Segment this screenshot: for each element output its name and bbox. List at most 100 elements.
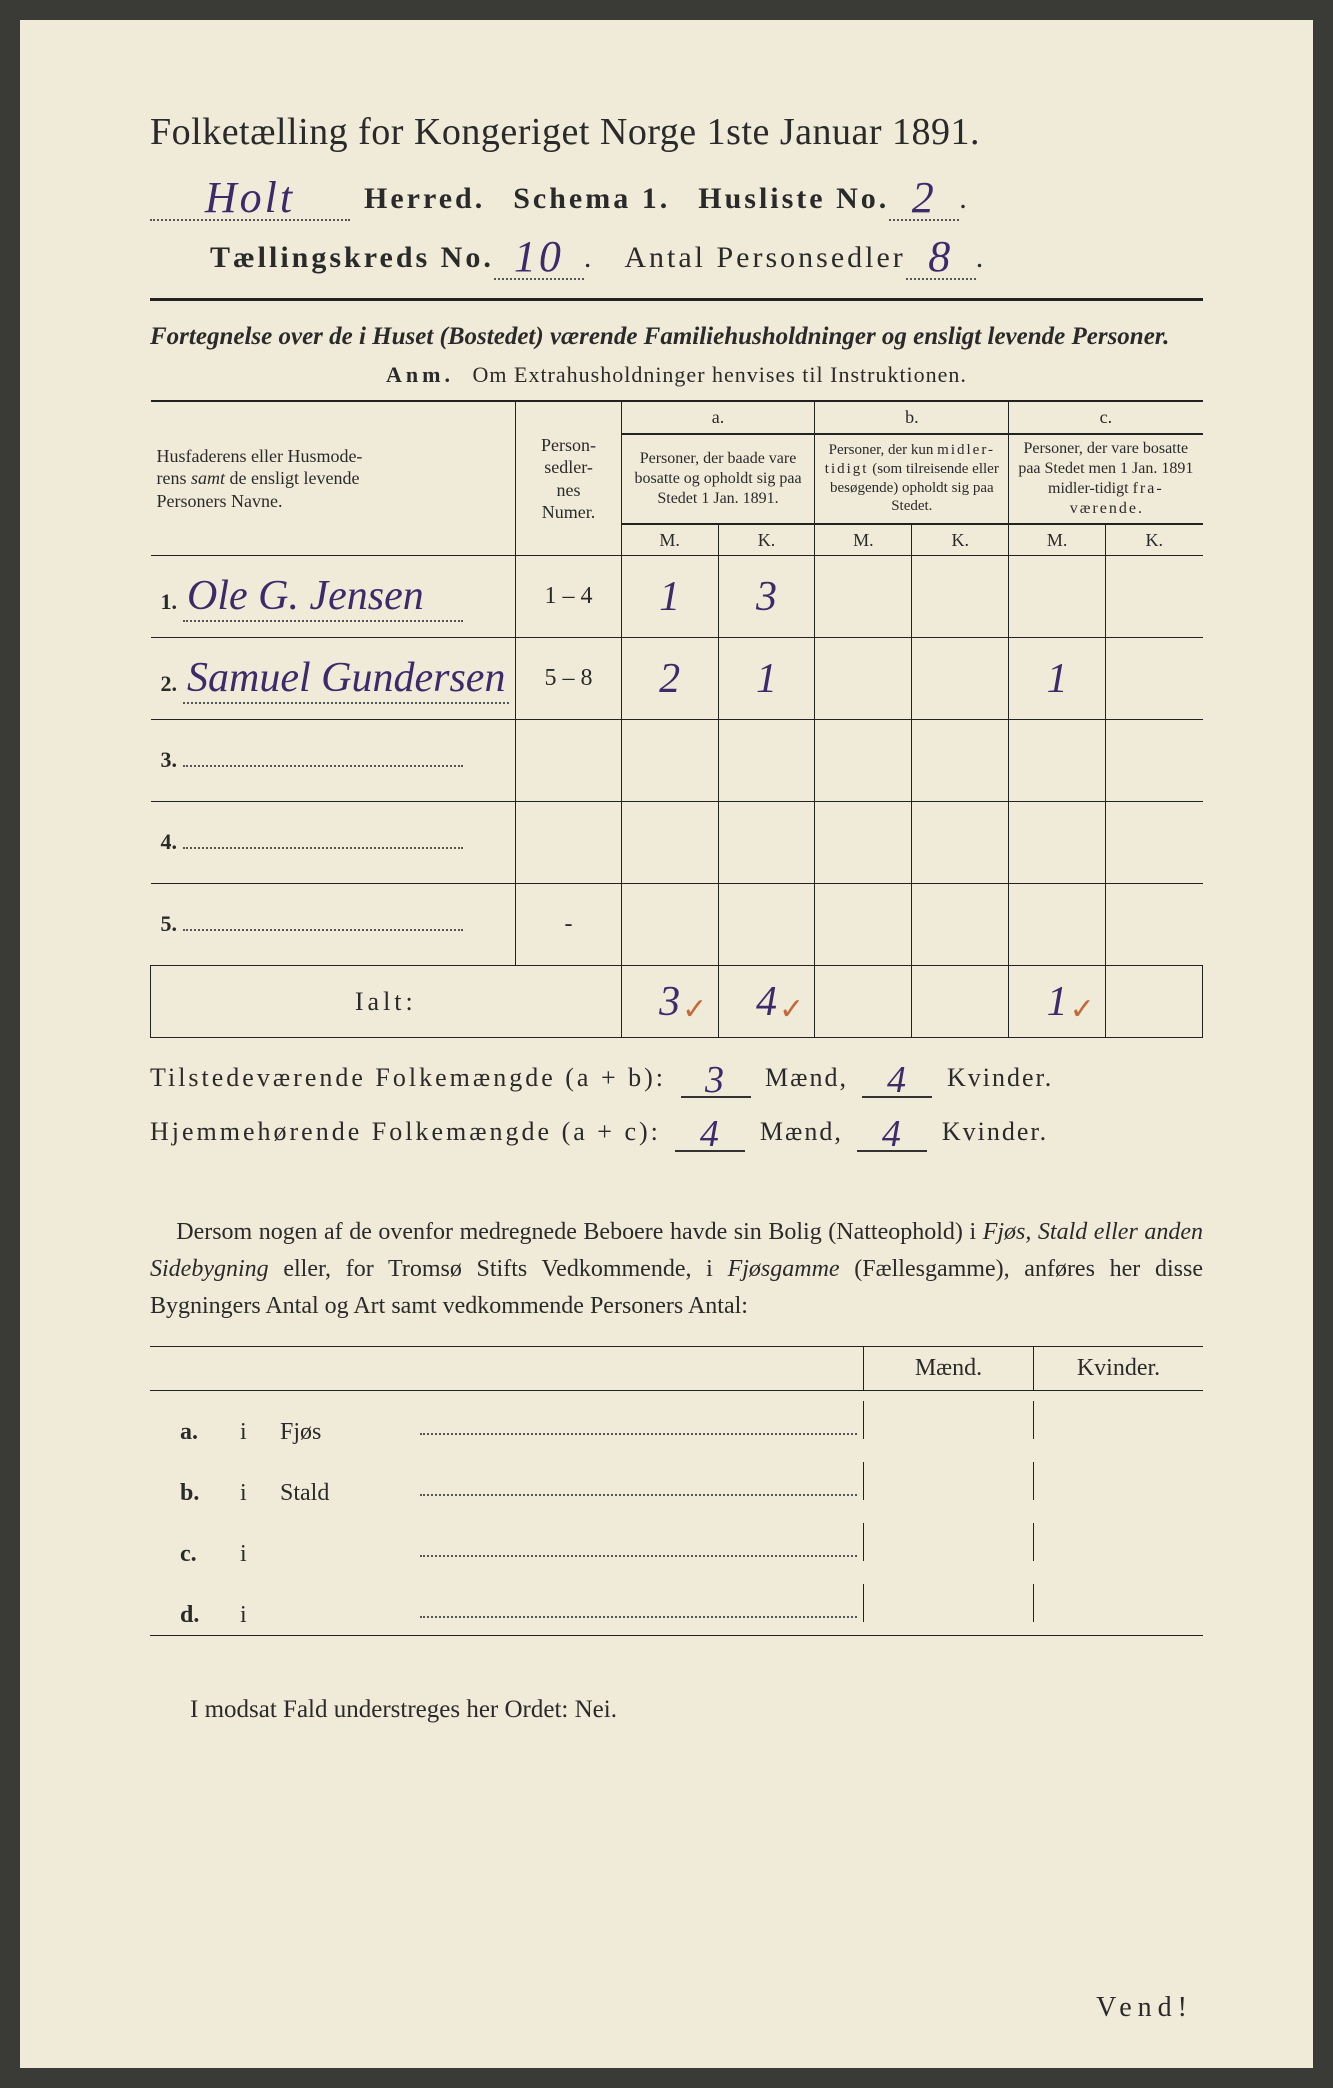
b-k-cell — [912, 720, 1009, 802]
header-line-2: Holt Herred. Schema 1. Husliste No. 2 . — [150, 168, 1203, 221]
table-row: 2.Samuel Gundersen5 – 8211 — [151, 638, 1203, 720]
bld-label: a. — [180, 1419, 240, 1446]
b-k-cell — [912, 556, 1009, 638]
table-row: 4. — [151, 802, 1203, 884]
bld-type: Fjøs — [280, 1419, 420, 1446]
a-m-cell: 2 — [621, 638, 718, 720]
subtitle: Fortegnelse over de i Huset (Bostedet) v… — [150, 319, 1203, 354]
col-a-label: a. — [621, 401, 815, 434]
ialt-row: Ialt: 3✓ 4✓ 1✓ — [151, 966, 1203, 1038]
herred-label: Herred. — [364, 182, 485, 216]
building-header: Mænd. Kvinder. — [150, 1346, 1203, 1391]
a-k: K. — [718, 524, 815, 556]
ialt-am: 3 — [659, 979, 680, 1025]
num-cell: 5 – 8 — [516, 638, 621, 720]
a-k-cell — [718, 884, 815, 966]
bld-label: c. — [180, 1541, 240, 1568]
a-m: M. — [621, 524, 718, 556]
summary-lines: Tilstedeværende Folkemængde (a + b): 3 M… — [150, 1052, 1203, 1152]
anm-line: Anm. Om Extrahusholdninger henvises til … — [150, 362, 1203, 388]
row-number: 1. — [161, 589, 178, 614]
row-number: 4. — [161, 829, 178, 854]
b-m-cell — [815, 802, 912, 884]
c-k-cell — [1106, 556, 1203, 638]
a-m-cell: 1 — [621, 556, 718, 638]
bld-dots — [420, 1494, 857, 1496]
sum2-label: Hjemmehørende Folkemængde (a + c): — [150, 1117, 661, 1146]
husliste-label: Husliste No. — [698, 182, 889, 216]
sum1-mlab: Mænd, — [765, 1063, 848, 1092]
col-c-text: Personer, der vare bosatte paa Stedet me… — [1009, 434, 1203, 524]
a-k-cell: 3 — [718, 556, 815, 638]
bld-i: i — [240, 1419, 280, 1446]
row-number: 5. — [161, 911, 178, 936]
divider — [150, 298, 1203, 301]
building-row: d.i — [150, 1574, 1203, 1635]
building-paragraph: Dersom nogen af de ovenfor medregnede Be… — [150, 1214, 1203, 1326]
b-k-cell — [912, 802, 1009, 884]
a-m-cell — [621, 802, 718, 884]
num-cell — [516, 802, 621, 884]
b-m-cell — [815, 638, 912, 720]
check-icon: ✓ — [1070, 992, 1095, 1027]
vend-label: Vend! — [1096, 1992, 1193, 2024]
table-row: 3. — [151, 720, 1203, 802]
bld-k-cell — [1033, 1523, 1203, 1561]
bld-k-cell — [1033, 1401, 1203, 1439]
bld-m-label: Mænd. — [863, 1347, 1033, 1390]
c-m-cell — [1009, 720, 1106, 802]
b-k-cell — [912, 638, 1009, 720]
building-row: a.iFjøs — [150, 1391, 1203, 1452]
person-name: Ole G. Jensen — [187, 573, 424, 619]
num-cell — [516, 720, 621, 802]
bld-dots — [420, 1616, 857, 1618]
c-k-cell — [1106, 720, 1203, 802]
anm-text: Om Extrahusholdninger henvises til Instr… — [473, 362, 967, 387]
main-table: Husfaderens eller Husmode-rens samt de e… — [150, 400, 1203, 1038]
building-row: c.i — [150, 1513, 1203, 1574]
a-m-cell — [621, 720, 718, 802]
sum1-klab: Kvinder. — [947, 1063, 1053, 1092]
bld-i: i — [240, 1480, 280, 1507]
sum-line-2: Hjemmehørende Folkemængde (a + c): 4 Mæn… — [150, 1106, 1203, 1152]
schema-label: Schema 1. — [513, 182, 670, 216]
c-k-cell — [1106, 802, 1203, 884]
b-m-cell — [815, 556, 912, 638]
herred-handwritten: Holt — [205, 173, 295, 222]
table-row: 5. - — [151, 884, 1203, 966]
bld-m-cell — [863, 1401, 1033, 1439]
bld-type: Stald — [280, 1480, 420, 1507]
c-k-cell — [1106, 884, 1203, 966]
c-m-cell — [1009, 884, 1106, 966]
bld-i: i — [240, 1541, 280, 1568]
c-m-cell — [1009, 556, 1106, 638]
b-m-cell — [815, 884, 912, 966]
husliste-no-handwritten: 2 — [912, 173, 937, 222]
sum2-klab: Kvinder. — [942, 1117, 1048, 1146]
col-a-text: Personer, der baade vare bosatte og opho… — [621, 434, 815, 524]
antal-handwritten: 8 — [928, 232, 953, 281]
b-k: K. — [912, 524, 1009, 556]
c-m-cell — [1009, 802, 1106, 884]
ialt-ak: 4 — [756, 979, 777, 1025]
name-cell: 5. — [151, 884, 516, 966]
a-k-cell — [718, 720, 815, 802]
b-k-cell — [912, 884, 1009, 966]
antal-label: Antal Personsedler — [624, 241, 905, 275]
footer-text: I modsat Fald understreges her Ordet: Ne… — [150, 1696, 1203, 1724]
num-cell: - — [516, 884, 621, 966]
c-m-cell: 1 — [1009, 638, 1106, 720]
bld-m-cell — [863, 1523, 1033, 1561]
row-number: 2. — [161, 671, 178, 696]
sum2-k: 4 — [882, 1113, 903, 1155]
bld-m-cell — [863, 1584, 1033, 1622]
ialt-cm: 1 — [1047, 979, 1068, 1025]
sum1-m: 3 — [705, 1059, 726, 1101]
col-b-text: Personer, der kun midler-tidigt (som til… — [815, 434, 1009, 524]
main-title: Folketælling for Kongeriget Norge 1ste J… — [150, 110, 1203, 154]
c-m: M. — [1009, 524, 1106, 556]
bld-label: b. — [180, 1480, 240, 1507]
check-icon: ✓ — [779, 992, 804, 1027]
num-cell: 1 – 4 — [516, 556, 621, 638]
b-m-cell — [815, 720, 912, 802]
